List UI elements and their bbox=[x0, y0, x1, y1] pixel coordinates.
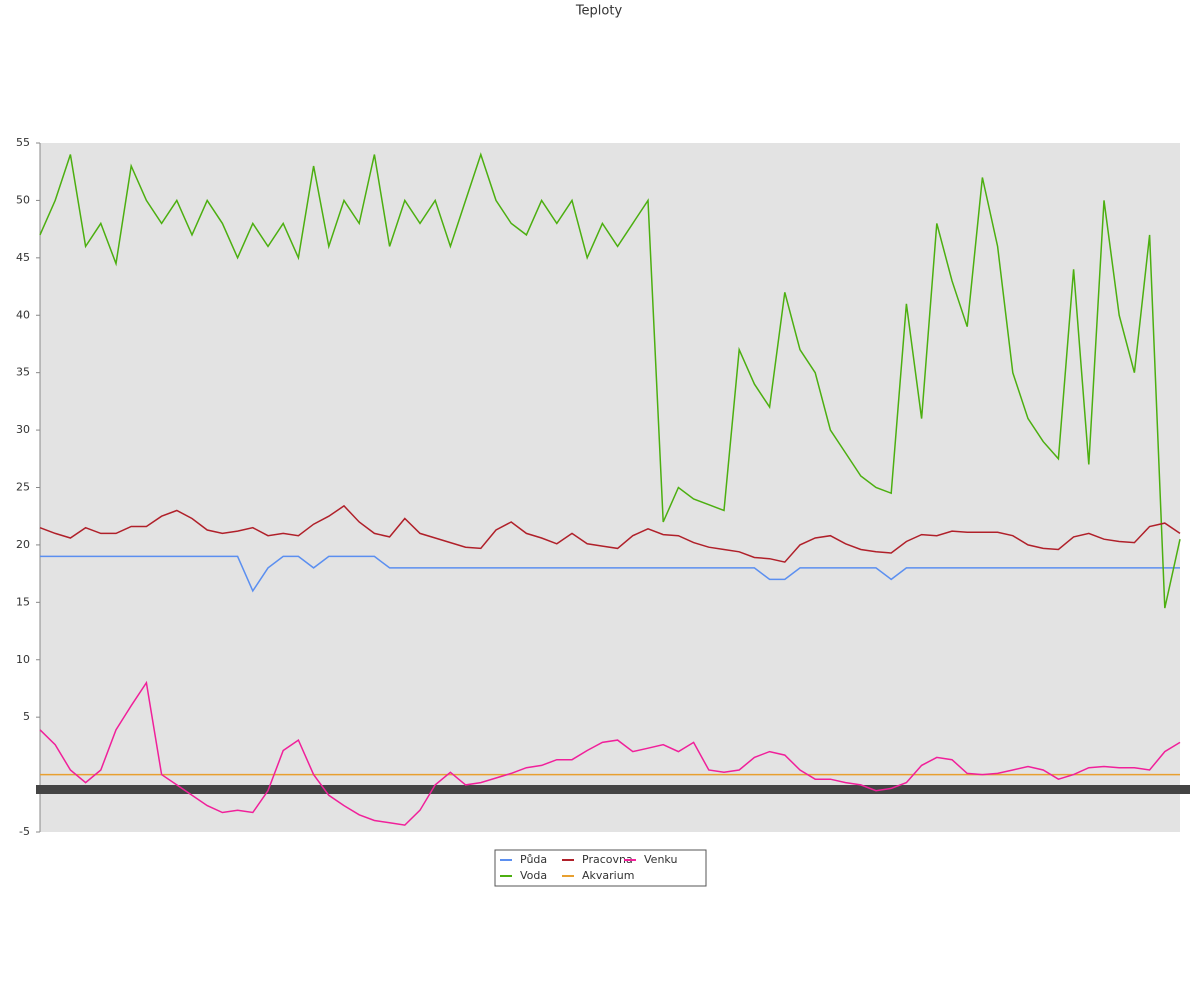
legend-label: Pracovna bbox=[582, 853, 633, 866]
plot-area bbox=[40, 143, 1180, 832]
legend-label: Venku bbox=[644, 853, 677, 866]
legend-label: Voda bbox=[520, 869, 547, 882]
y-tick-label: 10 bbox=[16, 653, 30, 666]
series-line bbox=[39, 152, 1181, 609]
y-tick-label: 35 bbox=[16, 366, 30, 379]
legend bbox=[494, 849, 707, 887]
y-tick-label: -5 bbox=[19, 825, 30, 838]
series-line bbox=[40, 555, 1180, 593]
y-tick-label: 5 bbox=[23, 710, 30, 723]
y-tick-label: 25 bbox=[16, 481, 30, 494]
legend-label: Půda bbox=[520, 853, 547, 866]
y-tick-label: 40 bbox=[16, 308, 30, 321]
chart-title: Teploty bbox=[575, 4, 623, 19]
series-line bbox=[39, 680, 1181, 826]
y-tick-label: 15 bbox=[16, 595, 30, 608]
y-tick-label: 20 bbox=[16, 538, 30, 551]
y-tick-label: 50 bbox=[16, 193, 30, 206]
y-tick-label: 45 bbox=[16, 251, 30, 264]
y-tick-label: 30 bbox=[16, 423, 30, 436]
legend-label: Akvarium bbox=[582, 869, 634, 882]
series-line bbox=[39, 504, 1181, 563]
y-tick-label: 55 bbox=[16, 136, 30, 149]
x-axis-label-band bbox=[36, 785, 1190, 794]
